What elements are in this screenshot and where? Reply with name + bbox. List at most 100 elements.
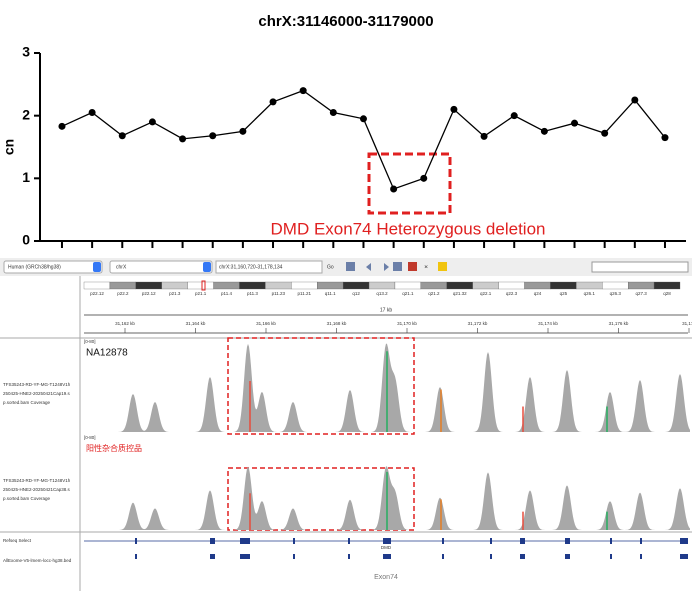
series-line (61, 89, 666, 190)
point (601, 129, 609, 137)
y-tick-label: 3 (22, 44, 30, 60)
ideogram-band (135, 281, 162, 290)
genome-select[interactable] (3, 260, 103, 274)
bed-block (348, 554, 350, 559)
point (179, 135, 187, 143)
track-name: TFS35243-RD-YF-MG-T1248V1h (3, 382, 71, 387)
track-range: [0-80] (84, 435, 96, 440)
band-label: q13.2 (376, 291, 388, 296)
zoom-slider[interactable] (591, 261, 689, 273)
point (118, 132, 126, 140)
ruler-label: 31,168 kb (327, 321, 347, 326)
bed-block (383, 554, 391, 559)
bed-block (610, 554, 612, 559)
ruler-label: 31,172 kb (468, 321, 488, 326)
bed-block (442, 554, 444, 559)
ideogram-band (109, 281, 136, 290)
ideogram-band (342, 281, 370, 290)
svg-text:✕: ✕ (424, 264, 428, 270)
exon-block (293, 538, 295, 544)
exon-block (610, 538, 612, 544)
track-name: p.sorted.bam Coverage (3, 400, 51, 405)
bed-block (293, 554, 295, 559)
ruler-label: 31,166 kb (256, 321, 276, 326)
exon-block (240, 538, 250, 544)
exon-block (442, 538, 444, 544)
band-label: p21.1 (195, 291, 207, 296)
ideogram-band (187, 281, 214, 290)
band-label: q28 (663, 291, 671, 296)
ideogram-band (161, 281, 188, 290)
exon-block (520, 538, 525, 544)
band-label: p22.12 (142, 291, 156, 296)
bed-block (565, 554, 570, 559)
ruler-label: 31,174 kb (538, 321, 558, 326)
y-tick-label: 0 (22, 232, 30, 248)
band-label: p11.23 (272, 291, 286, 296)
band-label: q22.1 (480, 291, 492, 296)
ideogram-band (420, 281, 447, 290)
coverage (82, 466, 690, 530)
toolbar-icons: ✕ (346, 262, 447, 271)
highlight-box (227, 337, 415, 435)
band-label: q24 (534, 291, 542, 296)
ideogram-band (602, 281, 629, 290)
ideogram-band (239, 281, 266, 290)
track-name: TFS35243-RD-YF-MG-T1248V1h (3, 478, 71, 483)
band-label: q11.1 (325, 291, 336, 296)
exon-block (348, 538, 350, 544)
track-range: [0-80] (84, 339, 96, 344)
point (269, 98, 277, 106)
band-label: q12 (352, 291, 360, 296)
band-label: p22.12 (90, 291, 104, 296)
band-label: q21.32 (453, 291, 467, 296)
chrom-select[interactable] (109, 260, 213, 274)
bed-block (210, 554, 215, 559)
exon-block (490, 538, 492, 544)
locus-box[interactable] (215, 260, 323, 274)
bed-block (640, 554, 642, 559)
ideogram-band (524, 281, 551, 290)
ideogram-band (498, 281, 525, 290)
point (480, 132, 488, 140)
ideogram-band (446, 281, 473, 290)
point (359, 115, 367, 123)
exon-block (680, 538, 688, 544)
track-sample: 阳性杂合质控品 (86, 443, 142, 453)
point (329, 109, 337, 117)
current-region (201, 280, 206, 291)
bed-block (680, 554, 688, 559)
point (420, 174, 428, 182)
track-name: 250425-HNE2-20250421Cap38.s (3, 487, 71, 492)
chart-title: chrX:31146000-31179000 (258, 13, 433, 30)
point (209, 132, 217, 140)
annotation: DMD Exon74 Heterozygous deletion (271, 219, 546, 238)
point (631, 96, 639, 104)
chrom: chrX (116, 264, 127, 270)
ruler-label: 31,178 (682, 321, 692, 326)
point (390, 185, 398, 193)
track-sample: NA12878 (86, 348, 128, 359)
point (540, 127, 548, 135)
track-name: 250425-HNE2-20250421Cap19.s (3, 391, 71, 396)
ideogram-band (317, 281, 344, 290)
exon-block (210, 538, 215, 544)
ideogram-band (576, 281, 603, 290)
band-label: p21.3 (169, 291, 181, 296)
point (88, 109, 96, 117)
genome: Human (GRCh38/hg38) (8, 264, 61, 270)
band-label: p22.2 (117, 291, 129, 296)
exon-block (383, 538, 391, 544)
scale-label: 17 kb (380, 307, 392, 313)
ideogram-band (472, 281, 499, 290)
go-button[interactable]: Go (327, 264, 334, 270)
ideogram-band (550, 281, 577, 290)
coverage (82, 343, 690, 432)
bed-block (490, 554, 492, 559)
point (58, 122, 66, 130)
exon-block (640, 538, 642, 544)
band-label: q21.1 (402, 291, 414, 296)
ruler-label: 31,170 kb (397, 321, 417, 326)
dropdown (93, 262, 101, 272)
